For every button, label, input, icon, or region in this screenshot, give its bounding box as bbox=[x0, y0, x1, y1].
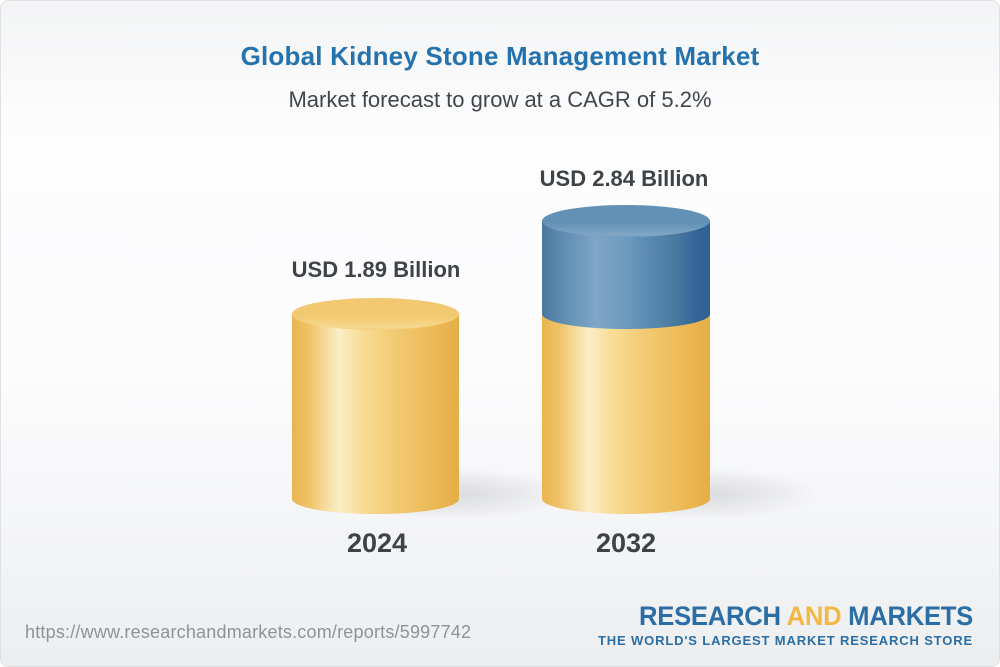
axis-label-2024: 2024 bbox=[346, 528, 408, 558]
cylinder-2032 bbox=[542, 1, 710, 666]
cylinder-2032-top-cap bbox=[542, 205, 710, 237]
axis-label-2032: 2032 bbox=[595, 528, 657, 558]
logo-wordmark: RESEARCH AND MARKETS bbox=[617, 602, 973, 630]
value-label-2032: USD 2.84 Billion bbox=[539, 166, 709, 191]
cylinder-2032-growth-segment bbox=[542, 221, 710, 329]
page-title: Global Kidney Stone Management Market bbox=[240, 41, 760, 71]
report-url: https://www.researchandmarkets.com/repor… bbox=[25, 622, 472, 642]
value-label-2024: USD 1.89 Billion bbox=[291, 257, 461, 282]
logo-research-and-markets: RESEARCH AND MARKETS THE WORLD'S LARGEST… bbox=[598, 602, 973, 648]
logo-word-research: RESEARCH bbox=[639, 601, 781, 631]
logo-tagline: THE WORLD'S LARGEST MARKET RESEARCH STOR… bbox=[598, 633, 973, 648]
cylinder-2032-base-segment bbox=[542, 314, 710, 514]
cylinder-2024 bbox=[292, 1, 459, 666]
cylinder-2024-top-cap bbox=[292, 298, 459, 330]
logo-word-markets: MARKETS bbox=[848, 601, 973, 631]
logo-word-and: AND bbox=[786, 601, 842, 631]
cylinder-2024-body bbox=[292, 314, 459, 514]
page-subtitle: Market forecast to grow at a CAGR of 5.2… bbox=[288, 87, 712, 112]
